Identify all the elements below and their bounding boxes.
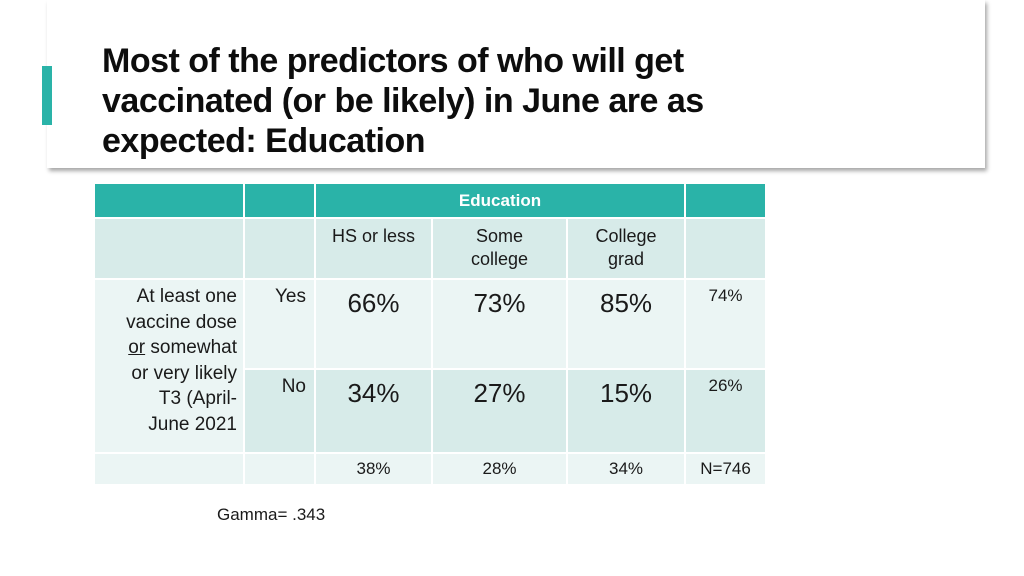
- gamma-note: Gamma= .343: [217, 505, 326, 524]
- header-empty-cell: [684, 182, 768, 219]
- row-stub-label: At least one vaccine dose or somewhat or…: [93, 278, 245, 454]
- header-empty-cell: [243, 182, 316, 219]
- column-header-hs-or-less: HS or less: [314, 217, 433, 280]
- cell-yes-some-college: 73%: [431, 278, 568, 370]
- table-row-yes: At least one vaccine dose or somewhat or…: [93, 278, 768, 454]
- stub-line: or very likely: [131, 362, 237, 384]
- accent-bar: [42, 66, 52, 125]
- title-card: [47, 0, 985, 168]
- stub-line: June 2021: [148, 413, 237, 435]
- footer-college-grad: 34%: [565, 452, 687, 486]
- cell-no-hs-or-less: 34%: [314, 368, 433, 454]
- subheader-empty-cell: [243, 217, 316, 280]
- footer-hs-or-less: 38%: [314, 452, 433, 486]
- cell-no-total: 26%: [684, 368, 768, 454]
- header-empty-cell: [93, 182, 245, 219]
- cell-no-some-college: 27%: [431, 368, 568, 454]
- footer-empty-cell: [93, 452, 245, 486]
- subheader-empty-cell: [684, 217, 768, 280]
- cell-no-college-grad: 15%: [565, 368, 687, 454]
- footer-some-college: 28%: [431, 452, 568, 486]
- cell-yes-college-grad: 85%: [565, 278, 687, 370]
- slide-title: Most of the predictors of who will get v…: [102, 42, 704, 160]
- stub-underlined-word: or: [128, 337, 146, 358]
- cell-yes-total: 74%: [684, 278, 768, 370]
- table-row-no: No 34% 27% 15% 26%: [94, 368, 768, 454]
- table-header-row: Education: [93, 182, 768, 219]
- table-subheader-row: HS or less Some college College grad: [93, 217, 768, 280]
- stub-line-rest: somewhat: [145, 337, 237, 358]
- footer-empty-cell: [243, 452, 316, 486]
- table-footer-row: 38% 28% 34% N=746: [93, 452, 768, 486]
- column-header-college-grad: College grad: [565, 217, 687, 280]
- stub-line: T3 (April-: [158, 388, 237, 409]
- row-label-no: No: [243, 368, 316, 454]
- row-label-yes: Yes: [243, 278, 316, 370]
- stub-line: or somewhat: [101, 335, 237, 361]
- cell-yes-hs-or-less: 66%: [314, 278, 433, 370]
- stub-line: vaccine dose: [126, 311, 237, 333]
- column-header-some-college: Some college: [431, 217, 568, 280]
- stub-line: At least one: [136, 286, 237, 307]
- subheader-empty-cell: [93, 217, 245, 280]
- group-header-education: Education: [313, 182, 687, 219]
- footer-sample-size: N=746: [684, 452, 768, 486]
- crosstab-table: Education HS or less Some college Colleg…: [93, 182, 768, 486]
